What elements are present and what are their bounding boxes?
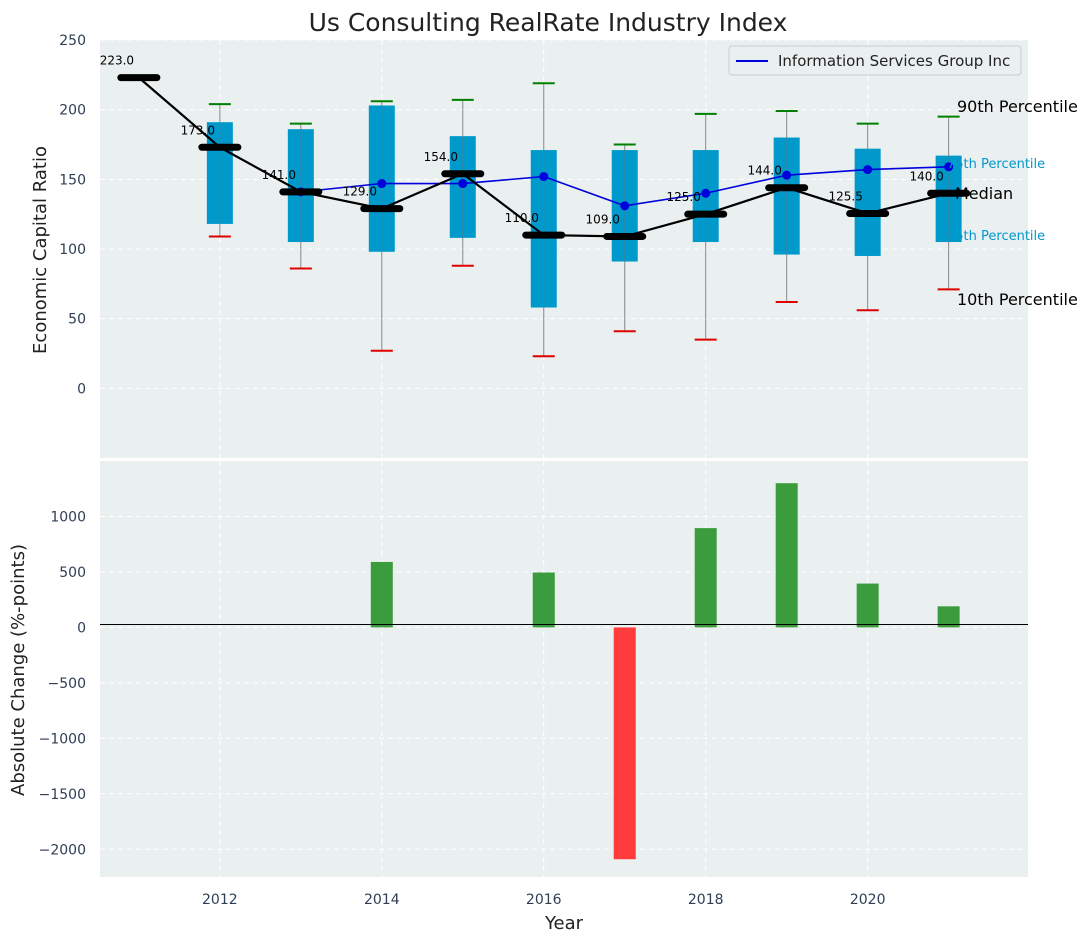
top-y-tick-label: 200 [59, 103, 86, 119]
top-y-tick-label: 50 [68, 312, 86, 328]
x-tick-label: 2020 [850, 892, 886, 908]
median-value-label: 144.0 [748, 164, 782, 178]
top-y-tick-label: 150 [59, 172, 86, 188]
change-bar [937, 606, 960, 628]
change-bar [613, 627, 636, 860]
bottom-y-tick-label: 500 [59, 565, 86, 581]
bottom-y-tick-label: 0 [77, 620, 86, 636]
median-value-label: 223.0 [100, 54, 134, 68]
x-axis-label: Year [544, 913, 584, 934]
median-value-label: 109.0 [586, 212, 620, 226]
change-bar [775, 483, 798, 628]
top-y-tick-label: 0 [77, 381, 86, 397]
x-tick-label: 2018 [688, 892, 724, 908]
change-bar [532, 572, 555, 628]
median-value-label: 110.0 [505, 211, 539, 225]
x-tick-label: 2012 [202, 892, 238, 908]
company-point [620, 201, 630, 211]
change-bar [694, 528, 717, 628]
company-point [782, 170, 792, 180]
chart-title: Us Consulting RealRate Industry Index [309, 8, 788, 37]
annotation-75th: 75th Percentile [947, 157, 1045, 172]
annotation-median: Median [955, 184, 1013, 203]
x-tick-label: 2016 [526, 892, 562, 908]
top-y-tick-label: 100 [59, 242, 86, 258]
bottom-y-tick-label: 1000 [50, 509, 86, 525]
annotation-10th: 10th Percentile [957, 290, 1078, 309]
x-tick-label: 2014 [364, 892, 400, 908]
median-value-label: 125.5 [828, 189, 862, 203]
change-bar [370, 561, 393, 628]
annotation-25th: 25th Percentile [947, 229, 1045, 244]
company-point [377, 179, 387, 189]
company-point [539, 172, 549, 182]
bottom-y-tick-label: −1000 [39, 731, 86, 747]
bottom-y-tick-label: −500 [48, 676, 86, 692]
company-point [944, 162, 954, 172]
bottom-plot-area [100, 461, 1028, 877]
company-point [458, 179, 468, 189]
top-y-tick-label: 250 [59, 33, 86, 49]
median-value-label: 173.0 [181, 123, 215, 137]
median-value-label: 125.0 [667, 190, 701, 204]
median-value-label: 129.0 [343, 185, 377, 199]
change-bar [856, 583, 879, 628]
bottom-y-axis-label: Absolute Change (%-points) [8, 544, 29, 796]
median-value-label: 141.0 [262, 168, 296, 182]
bottom-y-tick-label: −1500 [39, 787, 86, 803]
median-value-label: 140.0 [909, 169, 943, 183]
bottom-y-tick-label: −2000 [39, 842, 86, 858]
company-point [701, 188, 711, 198]
top-y-axis-label: Economic Capital Ratio [30, 146, 51, 354]
legend-company-label: Information Services Group Inc [778, 52, 1010, 70]
legend: Information Services Group Inc [728, 45, 1022, 76]
median-value-label: 154.0 [424, 150, 458, 164]
annotation-90th: 90th Percentile [957, 97, 1078, 116]
company-point [863, 165, 873, 175]
